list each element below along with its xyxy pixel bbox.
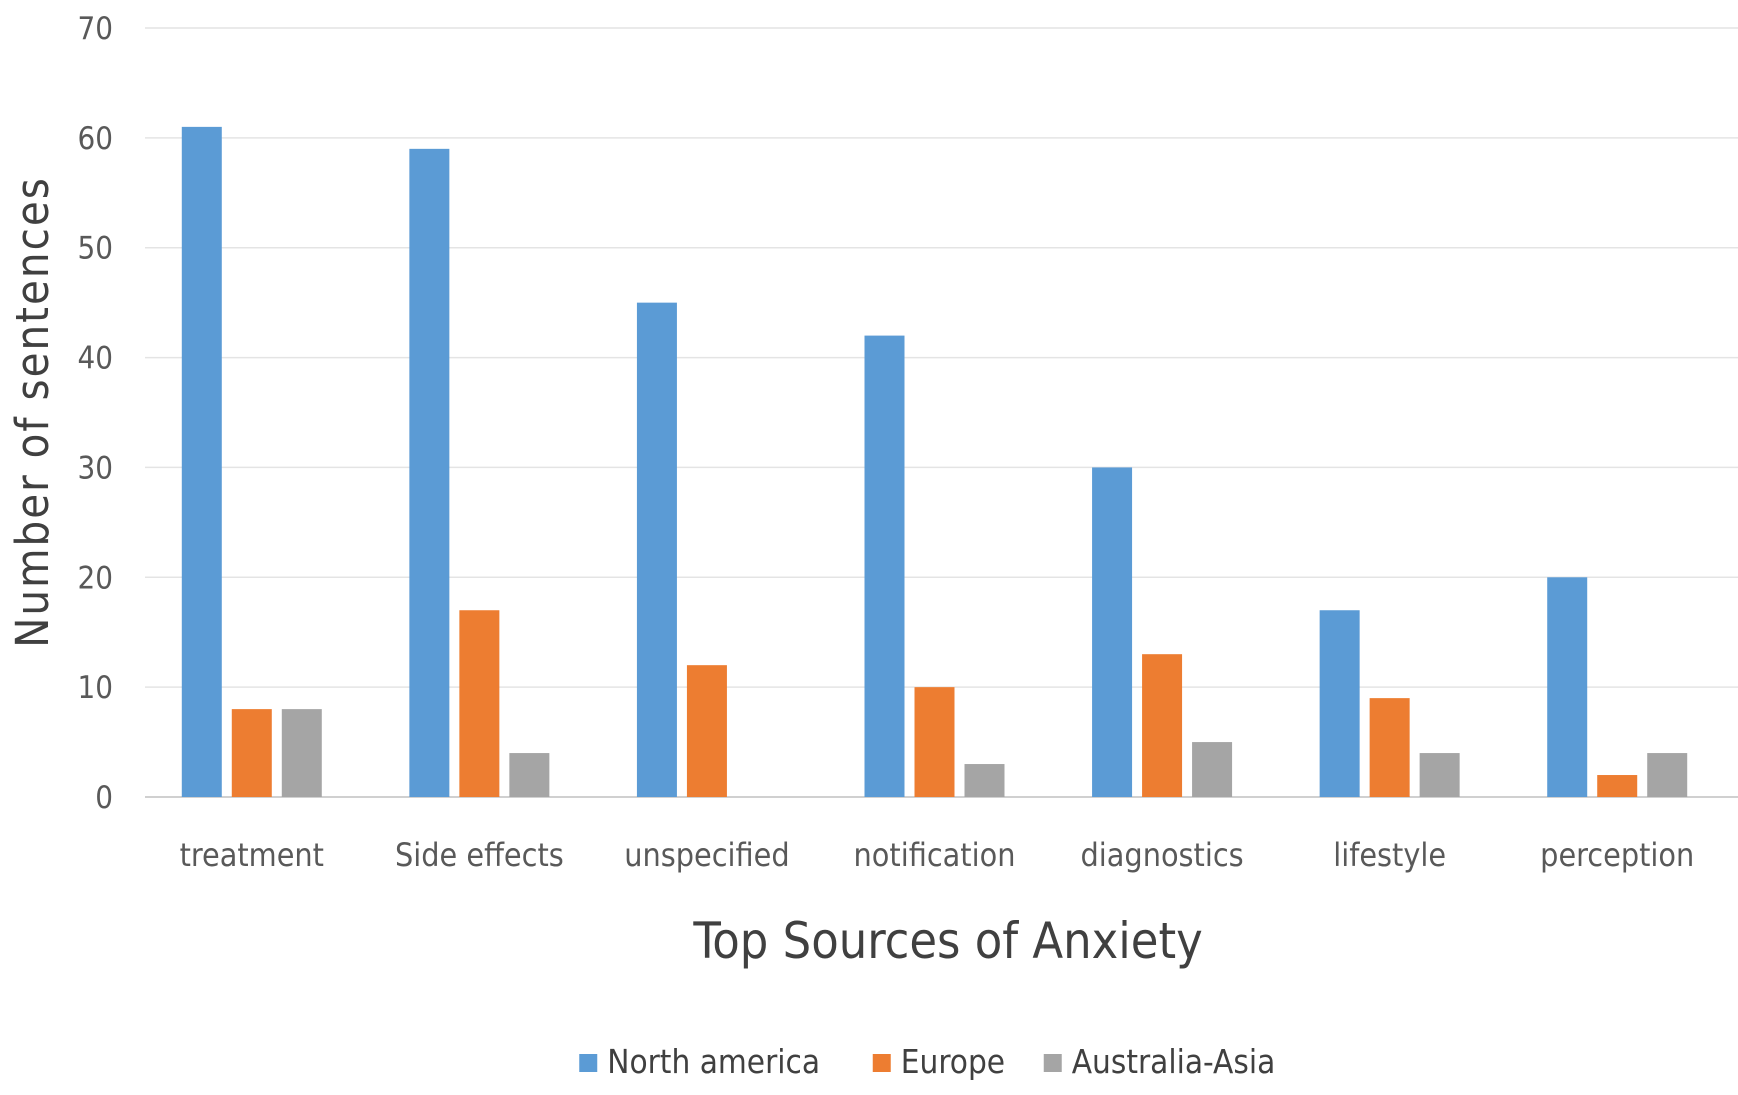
y-tick-label: 10 (78, 670, 113, 706)
bar-north-america-unspecified (636, 302, 677, 797)
y-tick-label: 40 (78, 341, 113, 377)
bar-australia-asia-treatment (281, 709, 322, 797)
legend-label: North america (607, 1042, 820, 1081)
y-tick-label: 0 (95, 780, 113, 816)
bar-north-america-side-effects (409, 148, 450, 798)
y-tick-label: 30 (78, 450, 113, 486)
x-category-label: lifestyle (1333, 836, 1446, 874)
bar-europe-notification (914, 687, 955, 797)
bar-north-america-lifestyle (1319, 610, 1360, 797)
y-tick-label: 70 (78, 11, 113, 47)
bars (181, 126, 1688, 798)
x-category-label: diagnostics (1080, 836, 1243, 874)
x-category-label: Side effects (395, 836, 564, 874)
x-category-label: treatment (180, 836, 324, 874)
bar-europe-perception (1597, 775, 1638, 797)
bar-europe-diagnostics (1142, 654, 1183, 797)
bar-north-america-diagnostics (1092, 467, 1133, 797)
bar-australia-asia-perception (1647, 753, 1688, 797)
legend-swatch (872, 1054, 891, 1072)
x-category-label: unspecified (624, 836, 789, 874)
legend-label: Europe (901, 1042, 1005, 1081)
x-axis-categories: treatment Side effects unspecified notifica… (180, 836, 1695, 874)
bar-north-america-perception (1547, 577, 1588, 797)
x-axis-title: Top Sources of Anxiety (692, 912, 1202, 970)
bar-north-america-notification (864, 335, 905, 797)
legend: North america Europe Australia-Asia (579, 1042, 1275, 1081)
bar-australia-asia-side-effects (509, 753, 550, 797)
bar-australia-asia-notification (964, 764, 1005, 797)
bar-australia-asia-lifestyle (1419, 753, 1460, 797)
bar-north-america-treatment (181, 126, 222, 797)
bar-europe-unspecified (686, 665, 727, 797)
bar-europe-lifestyle (1369, 698, 1410, 797)
y-axis-title: Number of sentences (6, 176, 59, 648)
legend-swatch (579, 1054, 598, 1072)
bar-australia-asia-diagnostics (1192, 742, 1233, 797)
x-category-label: perception (1540, 836, 1694, 874)
y-tick-label: 50 (78, 231, 113, 267)
bar-europe-side-effects (459, 610, 500, 797)
y-tick-label: 20 (78, 560, 113, 596)
legend-label: Australia-Asia (1072, 1042, 1276, 1081)
bar-europe-treatment (231, 709, 272, 797)
x-category-label: notification (854, 836, 1016, 874)
y-tick-label: 60 (78, 121, 113, 157)
y-axis-ticks: 0 10 20 30 40 50 60 70 (78, 11, 113, 816)
gridlines (145, 27, 1738, 798)
legend-swatch (1043, 1054, 1062, 1072)
